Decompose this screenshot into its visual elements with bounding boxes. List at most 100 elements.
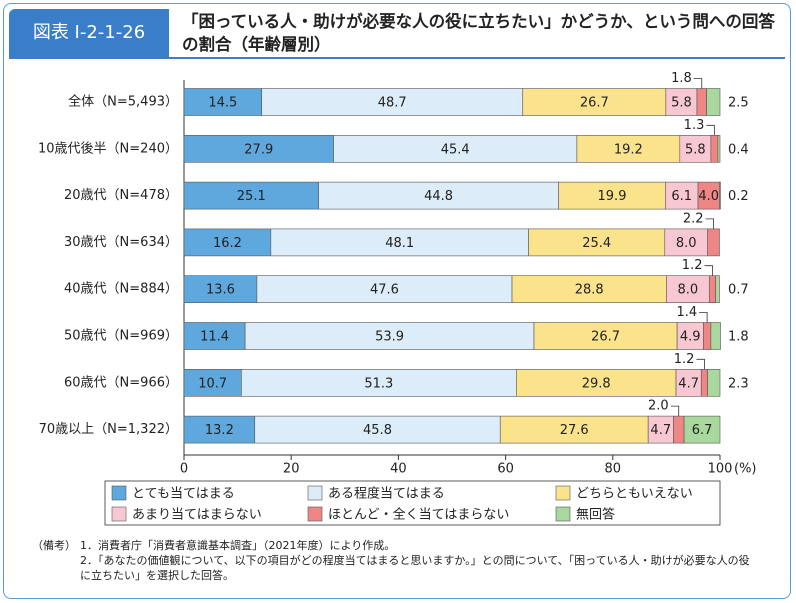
legend-swatch — [111, 506, 127, 522]
notes-label: （備考） — [32, 539, 76, 552]
chart-title: 「困っている人・助けが必要な人の役に立ちたい」かどうか、という問への回答の割合（… — [182, 12, 775, 54]
category-label: 70歳以上（N=1,322） — [39, 422, 178, 437]
category-label: 60歳代（N=966） — [64, 375, 178, 390]
value-label: 8.0 — [676, 236, 697, 251]
legend-swatch — [307, 506, 323, 522]
bar-segment — [183, 415, 256, 444]
x-tick-label: 0 — [180, 462, 188, 477]
value-label: 1.8 — [728, 330, 749, 345]
note: 2．「あなたの価値観について、以下の項目がどの程度当てはまると思いますか。」との… — [80, 554, 750, 582]
value-label: 10.7 — [198, 376, 227, 391]
value-label: 4.7 — [650, 423, 671, 438]
value-label: 26.7 — [580, 96, 609, 111]
value-label: 1.4 — [676, 305, 697, 320]
value-label: 45.4 — [441, 142, 470, 157]
value-label: 11.4 — [200, 330, 229, 345]
bar-segment — [183, 181, 319, 210]
value-label: 1.2 — [682, 258, 703, 273]
bar-segment — [676, 322, 704, 350]
bar-segment — [717, 135, 721, 163]
value-label: 4.7 — [678, 376, 699, 391]
x-tick-label: 40 — [390, 462, 407, 477]
bar-segment — [673, 415, 685, 444]
value-label: 5.8 — [685, 142, 706, 157]
bar-segment — [528, 228, 666, 257]
header-rule — [9, 57, 785, 59]
value-label: 47.6 — [370, 283, 399, 298]
legend-label: あまり当てはまらない — [132, 508, 262, 523]
bar-segment — [522, 88, 667, 116]
legend-label: ほとんど・全く当てはまらない — [328, 507, 509, 523]
value-label: 0.2 — [728, 189, 749, 204]
legend-label: 無回答 — [576, 507, 615, 523]
value-label: 5.8 — [671, 96, 692, 111]
legend-swatch — [555, 506, 571, 522]
value-label: 8.0 — [677, 283, 698, 298]
value-label: 0.7 — [728, 283, 749, 298]
bar-segment — [576, 135, 681, 163]
value-label: 53.9 — [375, 330, 404, 345]
value-label: 2.5 — [728, 96, 749, 111]
bar-segment — [256, 275, 513, 304]
value-label: 0.4 — [728, 142, 749, 157]
value-label: 28.8 — [575, 283, 604, 298]
value-label: 2.3 — [728, 376, 749, 391]
category-label: 40歳代（N=884） — [64, 282, 178, 297]
value-label: 51.3 — [364, 376, 393, 391]
value-label: 4.9 — [680, 330, 701, 345]
value-label: 27.9 — [244, 142, 273, 157]
value-label: 19.2 — [614, 142, 643, 157]
legend-box — [104, 480, 721, 526]
value-label: 27.6 — [560, 423, 589, 438]
bar-segment — [710, 135, 719, 163]
bar-segment — [664, 228, 708, 257]
leader-line — [704, 265, 713, 276]
x-unit: (%) — [734, 462, 757, 477]
bar-segment — [666, 275, 710, 304]
value-label: 25.1 — [237, 189, 266, 204]
bar-segment — [244, 322, 535, 350]
leader-line — [670, 405, 680, 417]
figure-tag: 図表 I-2-1-26 — [9, 9, 169, 57]
bar-segment — [708, 275, 717, 304]
category-label: 50歳代（N=969） — [64, 329, 178, 344]
value-label: 2.2 — [683, 211, 704, 226]
legend-label: どちらともいえない — [576, 487, 693, 502]
value-label: 6.7 — [692, 423, 713, 438]
value-label: 19.9 — [598, 189, 627, 204]
bar-segment — [700, 368, 708, 397]
value-label: 48.7 — [378, 96, 407, 111]
bar-segment — [707, 368, 721, 397]
x-tick-label: 60 — [497, 462, 514, 477]
leader-line — [696, 358, 705, 370]
value-label: 2.0 — [648, 399, 669, 414]
leader-line — [699, 312, 708, 323]
category-label: 30歳代（N=634） — [64, 235, 178, 250]
legend-swatch — [307, 485, 323, 501]
bar-segment — [675, 368, 702, 397]
value-label: 48.1 — [385, 236, 414, 251]
bar-segment — [707, 228, 720, 257]
bar-segment — [499, 415, 649, 444]
value-label: 16.2 — [213, 236, 242, 251]
bar-segment — [683, 415, 721, 444]
bar-segment — [710, 322, 721, 350]
value-label: 13.2 — [205, 423, 234, 438]
value-label: 1.8 — [671, 71, 692, 86]
bar-segment — [703, 322, 712, 350]
value-label: 25.4 — [582, 236, 611, 251]
bar-segment — [696, 88, 707, 116]
frame — [3, 3, 791, 599]
bar-segment — [333, 135, 578, 163]
bar-segment — [254, 415, 501, 444]
bar-segment — [183, 228, 272, 257]
leader-line — [706, 124, 715, 136]
legend-swatch — [555, 485, 571, 501]
bar-segment — [511, 275, 667, 304]
legend-swatch — [111, 485, 127, 501]
bar-segment — [665, 88, 698, 116]
leader-line — [705, 218, 714, 229]
bar-segment — [183, 368, 242, 397]
